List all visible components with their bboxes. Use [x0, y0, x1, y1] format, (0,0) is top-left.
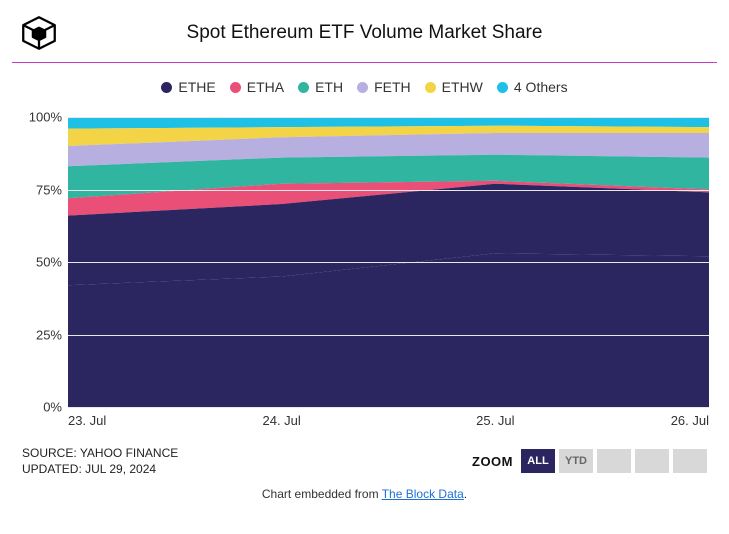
zoom-button-group: ALLYTD	[521, 449, 707, 473]
legend-item[interactable]: ETHA	[230, 79, 284, 95]
legend-swatch	[298, 82, 309, 93]
zoom-button[interactable]: ALL	[521, 449, 555, 473]
legend-label: ETHA	[247, 79, 284, 95]
legend-item[interactable]: ETHW	[425, 79, 483, 95]
y-tick-label: 50%	[18, 255, 62, 270]
legend-swatch	[497, 82, 508, 93]
zoom-button[interactable]	[635, 449, 669, 473]
grid-line	[68, 335, 709, 336]
legend-label: ETHE	[178, 79, 215, 95]
grid-line	[68, 407, 709, 408]
attribution-link[interactable]: The Block Data	[382, 487, 464, 501]
x-tick-label: 24. Jul	[263, 413, 301, 428]
chart-area: 0%25%50%75%100%	[68, 117, 709, 407]
legend-swatch	[357, 82, 368, 93]
legend-label: ETHW	[442, 79, 483, 95]
header-divider	[12, 62, 717, 63]
chart-legend: ETHE ETHA ETH FETH ETHW 4 Others	[0, 67, 729, 117]
x-tick-label: 25. Jul	[476, 413, 514, 428]
x-tick-label: 23. Jul	[68, 413, 106, 428]
zoom-button[interactable]	[673, 449, 707, 473]
zoom-button[interactable]: YTD	[559, 449, 593, 473]
y-tick-label: 100%	[18, 110, 62, 125]
legend-item[interactable]: ETHE	[161, 79, 215, 95]
x-tick-label: 26. Jul	[671, 413, 709, 428]
legend-label: 4 Others	[514, 79, 568, 95]
legend-item[interactable]: 4 Others	[497, 79, 568, 95]
chart-title: Spot Ethereum ETF Volume Market Share	[60, 22, 711, 44]
legend-swatch	[425, 82, 436, 93]
attribution-suffix: .	[464, 487, 467, 501]
grid-line	[68, 262, 709, 263]
y-tick-label: 75%	[18, 182, 62, 197]
the-block-logo-icon	[18, 12, 60, 54]
chart-plot	[68, 117, 709, 407]
legend-label: FETH	[374, 79, 411, 95]
zoom-controls: ZOOM ALLYTD	[472, 449, 707, 473]
source-label: SOURCE:	[22, 446, 77, 460]
legend-swatch	[161, 82, 172, 93]
x-axis: 23. Jul 24. Jul 25. Jul 26. Jul	[68, 413, 709, 433]
zoom-label: ZOOM	[472, 454, 513, 469]
legend-item[interactable]: ETH	[298, 79, 343, 95]
grid-line	[68, 117, 709, 118]
y-axis: 0%25%50%75%100%	[18, 117, 62, 407]
chart-meta: SOURCE: YAHOO FINANCE UPDATED: JUL 29, 2…	[22, 445, 178, 477]
chart-attribution: Chart embedded from The Block Data.	[0, 481, 729, 501]
zoom-button[interactable]	[597, 449, 631, 473]
legend-label: ETH	[315, 79, 343, 95]
source-value: YAHOO FINANCE	[80, 446, 178, 460]
chart-footer: SOURCE: YAHOO FINANCE UPDATED: JUL 29, 2…	[0, 433, 729, 481]
y-tick-label: 25%	[18, 327, 62, 342]
legend-swatch	[230, 82, 241, 93]
updated-line: UPDATED: JUL 29, 2024	[22, 461, 178, 477]
y-tick-label: 0%	[18, 400, 62, 415]
source-line: SOURCE: YAHOO FINANCE	[22, 445, 178, 461]
legend-item[interactable]: FETH	[357, 79, 411, 95]
chart-header: Spot Ethereum ETF Volume Market Share	[0, 0, 729, 62]
attribution-prefix: Chart embedded from	[262, 487, 382, 501]
updated-label: UPDATED:	[22, 462, 82, 476]
updated-value: JUL 29, 2024	[85, 462, 156, 476]
grid-line	[68, 190, 709, 191]
